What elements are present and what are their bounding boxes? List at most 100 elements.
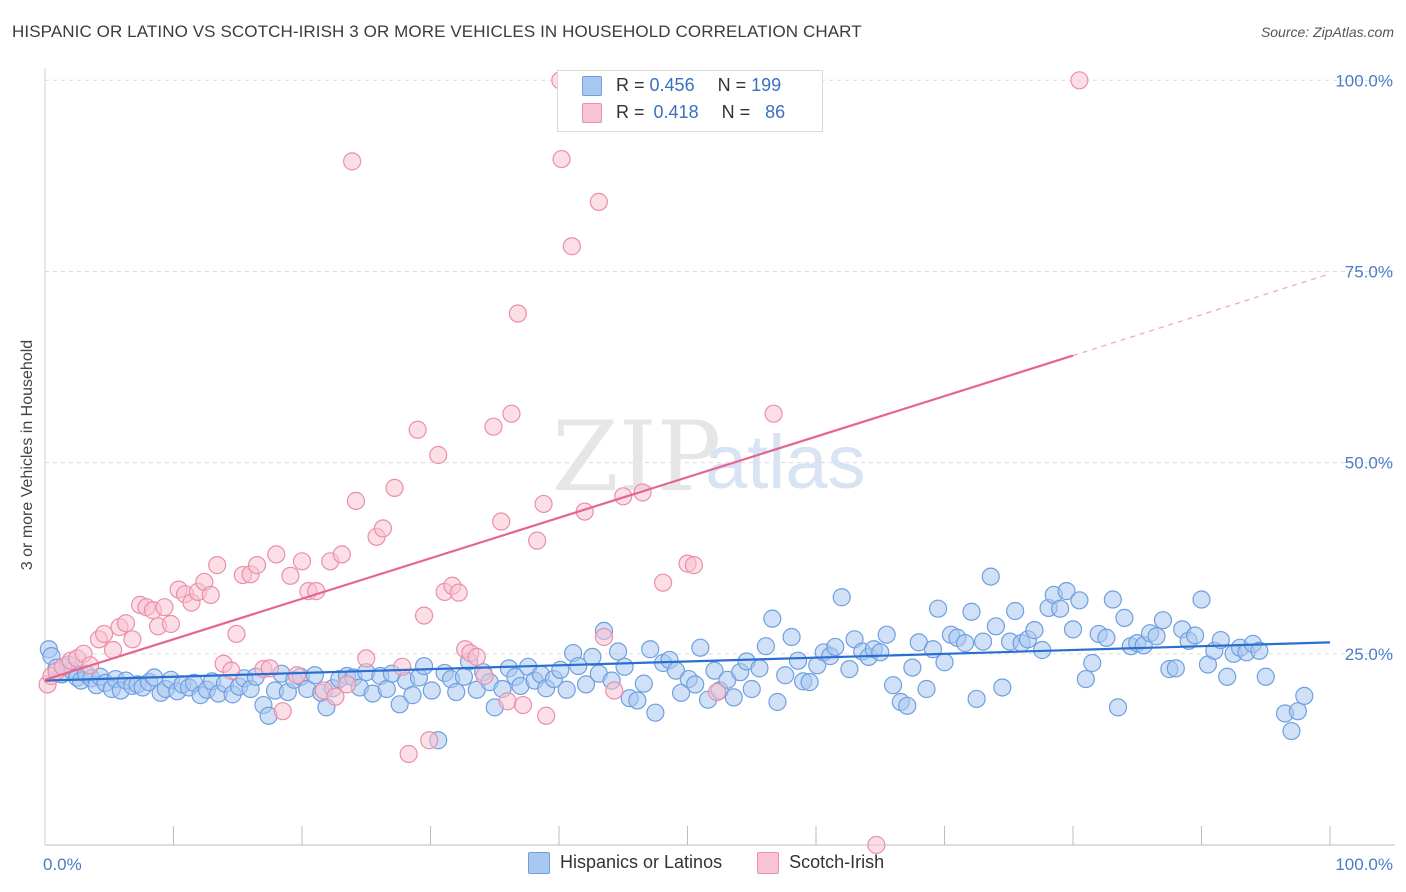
data-point <box>800 673 819 692</box>
data-point <box>377 679 396 699</box>
legend-item-scotch-irish[interactable]: Scotch-Irish <box>757 852 885 875</box>
data-point <box>390 695 409 714</box>
data-point <box>1063 620 1083 639</box>
x-tick-label-left: 0.0% <box>43 855 82 874</box>
x-tick-label-right: 100.0% <box>1335 855 1393 874</box>
data-point <box>449 583 468 602</box>
n-label: N = <box>717 75 747 95</box>
series-scotch-irish-points <box>38 71 1089 855</box>
data-point <box>962 602 981 621</box>
data-point <box>551 660 570 679</box>
watermark-atlas: atlas <box>705 420 866 505</box>
data-point <box>1211 630 1230 650</box>
data-point <box>201 585 220 605</box>
trend-line-extension <box>1072 273 1331 357</box>
data-point <box>1097 628 1116 647</box>
data-point <box>1282 721 1301 741</box>
series-hispanics-points <box>39 567 1314 750</box>
data-point <box>763 609 782 628</box>
data-point <box>95 624 114 644</box>
legend-label-scotch-irish: Scotch-Irish <box>789 852 885 872</box>
data-point <box>116 614 136 633</box>
data-point <box>867 835 886 855</box>
data-point <box>1288 702 1307 721</box>
data-point <box>429 445 448 465</box>
data-point <box>935 653 954 672</box>
tick-labels: 25.0% 50.0% 75.0% 100.0% 0.0% 100.0% <box>43 71 1393 874</box>
chart-title: HISPANIC OR LATINO VS SCOTCH-IRISH 3 OR … <box>12 22 862 41</box>
data-point <box>686 675 705 694</box>
data-point <box>705 661 724 680</box>
data-point <box>1192 590 1211 609</box>
data-point <box>161 614 181 634</box>
data-point <box>1076 669 1095 689</box>
data-point <box>594 627 614 647</box>
data-point <box>967 689 986 709</box>
data-point <box>684 556 704 575</box>
data-point <box>973 632 993 651</box>
legend-label-hispanics: Hispanics or Latinos <box>560 852 723 872</box>
n-value-hispanics: 199 <box>751 75 782 95</box>
data-point <box>583 647 602 666</box>
data-point <box>1250 641 1269 660</box>
data-point <box>724 688 743 707</box>
data-point <box>768 692 787 712</box>
data-point <box>281 566 300 585</box>
data-point <box>634 674 653 693</box>
r-value-scotch-irish: 0.418 <box>653 102 699 122</box>
data-point <box>776 666 795 685</box>
data-point <box>357 649 376 668</box>
series-legend: Hispanics or Latinos Scotch-Irish <box>528 852 914 875</box>
r-value-hispanics: 0.456 <box>649 75 695 95</box>
data-point <box>707 682 727 702</box>
data-point <box>1025 621 1044 640</box>
data-point <box>981 567 1000 586</box>
data-point <box>917 679 936 699</box>
data-point <box>871 643 890 662</box>
data-point <box>1057 582 1076 601</box>
r-label: R = <box>616 102 645 122</box>
data-point <box>292 552 312 571</box>
data-point <box>1256 667 1275 686</box>
n-value-scotch-irish: 86 <box>765 102 786 122</box>
data-point <box>346 491 366 510</box>
data-point <box>1295 686 1314 705</box>
data-point <box>528 531 547 550</box>
data-point <box>782 627 801 647</box>
data-point <box>399 744 418 764</box>
data-point <box>1108 698 1128 717</box>
data-point <box>467 647 486 666</box>
data-point <box>414 606 434 625</box>
data-point <box>1185 626 1205 645</box>
data-point <box>502 404 521 423</box>
legend-item-hispanics[interactable]: Hispanics or Latinos <box>528 852 723 875</box>
data-point <box>628 691 647 710</box>
data-point <box>484 417 503 436</box>
data-point <box>605 681 624 700</box>
data-point <box>1070 591 1089 610</box>
data-point <box>671 683 691 702</box>
data-point <box>903 658 922 677</box>
data-point <box>955 634 975 653</box>
data-point <box>385 478 404 497</box>
data-point <box>840 660 859 679</box>
data-point <box>447 682 466 702</box>
data-point <box>475 666 494 686</box>
trend-line <box>44 354 1074 681</box>
n-label: N = <box>721 102 751 122</box>
data-point <box>454 667 474 686</box>
data-point <box>498 692 517 711</box>
axes <box>44 68 1395 846</box>
data-point <box>326 687 345 706</box>
data-point <box>222 661 241 680</box>
legend-row-hispanics: R = 0.456 N = 199 <box>582 75 781 99</box>
data-point <box>337 675 357 694</box>
data-point <box>691 638 710 657</box>
data-point <box>273 702 292 721</box>
data-point <box>420 731 439 750</box>
data-point <box>557 680 576 699</box>
data-point <box>1103 590 1122 609</box>
data-point <box>267 545 286 564</box>
data-point <box>208 556 227 575</box>
r-label: R = <box>616 75 645 95</box>
